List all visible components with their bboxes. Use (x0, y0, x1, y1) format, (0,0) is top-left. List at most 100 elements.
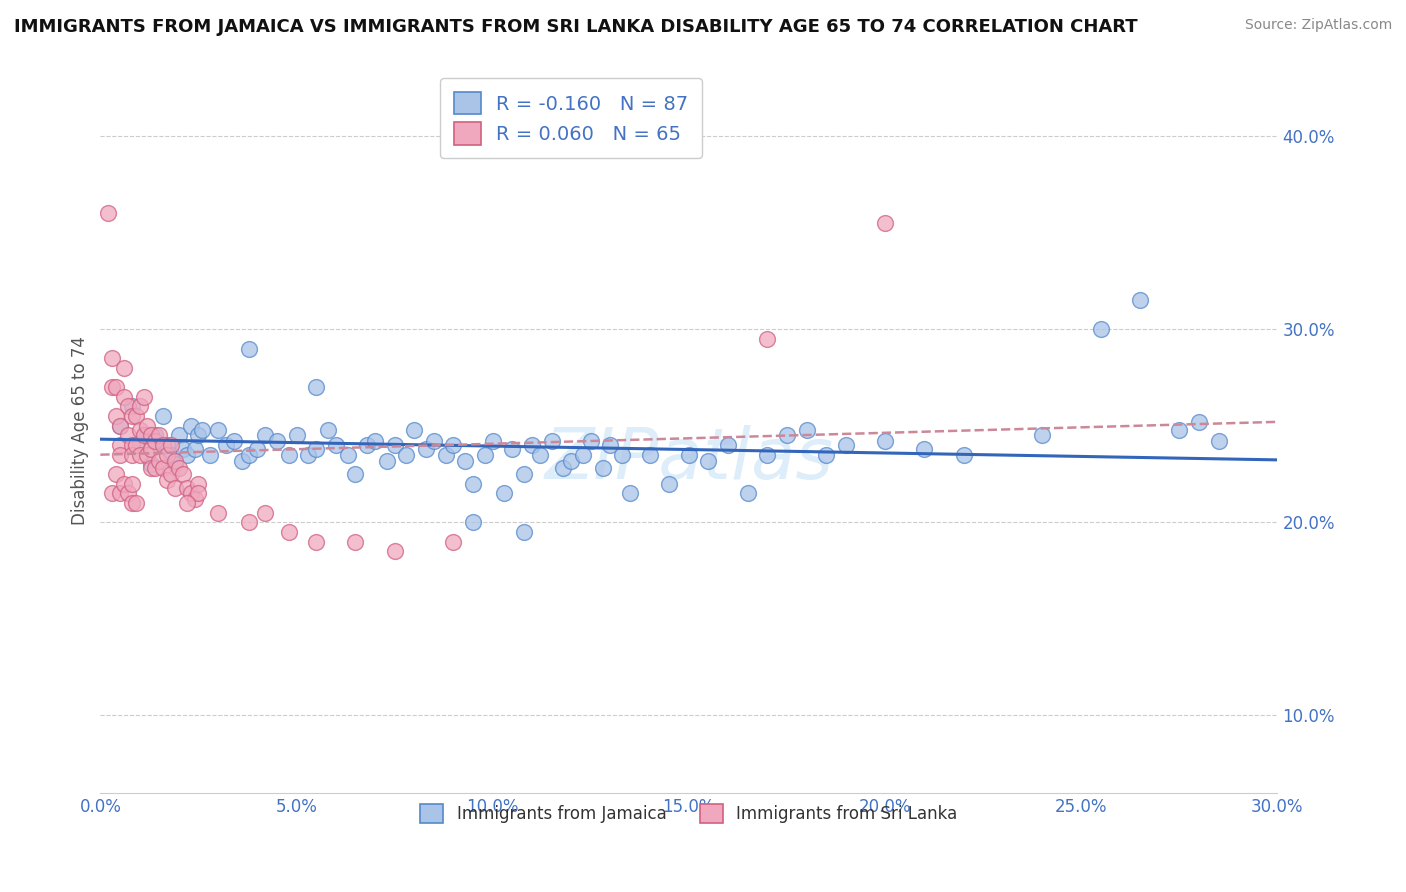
Point (238, 516, 260, 530)
Point (266, 434, 288, 449)
Point (494, 486, 516, 500)
Legend: Immigrants from Jamaica, Immigrants from Sri Lanka: Immigrants from Jamaica, Immigrants from… (408, 792, 969, 835)
Point (395, 448, 418, 462)
Point (305, 534, 328, 549)
Point (316, 423, 339, 437)
Point (560, 453, 582, 467)
Point (112, 360, 135, 375)
Point (231, 453, 253, 467)
Point (156, 473, 179, 487)
Point (246, 442, 269, 456)
Point (141, 458, 163, 472)
Point (108, 486, 131, 500)
Point (187, 428, 209, 442)
Text: ZIPatlas: ZIPatlas (544, 425, 834, 494)
Point (141, 461, 163, 475)
Point (128, 448, 150, 462)
Point (443, 438, 465, 452)
Point (254, 506, 277, 520)
Point (553, 461, 575, 475)
Point (101, 380, 124, 394)
Point (187, 486, 209, 500)
Point (187, 476, 209, 491)
Point (152, 461, 174, 475)
Point (156, 448, 179, 462)
Point (148, 438, 170, 452)
Y-axis label: Disability Age 65 to 74: Disability Age 65 to 74 (72, 336, 89, 525)
Point (112, 390, 135, 404)
Point (481, 434, 503, 449)
Point (364, 434, 387, 449)
Point (180, 486, 202, 500)
Point (277, 448, 299, 462)
Point (776, 428, 799, 442)
Point (105, 409, 128, 423)
Point (124, 409, 146, 423)
Point (183, 442, 205, 456)
Point (172, 467, 194, 481)
Point (678, 448, 700, 462)
Point (156, 438, 179, 452)
Point (756, 332, 779, 346)
Point (117, 486, 139, 500)
Point (121, 476, 143, 491)
Point (108, 448, 131, 462)
Point (815, 448, 838, 462)
Point (191, 423, 214, 437)
Point (105, 380, 128, 394)
Point (384, 438, 406, 452)
Point (121, 400, 143, 414)
Point (160, 448, 183, 462)
Point (756, 448, 779, 462)
Point (835, 438, 858, 452)
Point (658, 476, 681, 491)
Point (697, 453, 720, 467)
Point (183, 492, 205, 507)
Point (167, 428, 190, 442)
Point (356, 438, 378, 452)
Point (124, 438, 146, 452)
Point (176, 481, 198, 495)
Point (117, 428, 139, 442)
Point (1208, 434, 1230, 449)
Text: IMMIGRANTS FROM JAMAICA VS IMMIGRANTS FROM SRI LANKA DISABILITY AGE 65 TO 74 COR: IMMIGRANTS FROM JAMAICA VS IMMIGRANTS FR… (14, 18, 1137, 36)
Point (423, 434, 446, 449)
Point (121, 448, 143, 462)
Point (513, 467, 536, 481)
Point (97, 206, 120, 220)
Point (128, 438, 150, 452)
Point (121, 438, 143, 452)
Point (572, 448, 595, 462)
Point (222, 434, 245, 449)
Point (540, 434, 562, 449)
Point (143, 428, 166, 442)
Point (121, 409, 143, 423)
Point (737, 486, 759, 500)
Point (152, 409, 174, 423)
Point (143, 461, 166, 475)
Point (132, 428, 155, 442)
Point (176, 496, 198, 510)
Point (461, 516, 484, 530)
Point (612, 448, 634, 462)
Point (128, 400, 150, 414)
Point (873, 434, 896, 449)
Point (461, 476, 484, 491)
Point (513, 524, 536, 539)
Point (912, 442, 935, 456)
Point (375, 453, 398, 467)
Point (200, 448, 222, 462)
Point (1090, 322, 1112, 336)
Point (141, 428, 163, 442)
Point (873, 216, 896, 230)
Point (128, 423, 150, 437)
Point (124, 496, 146, 510)
Point (1129, 293, 1152, 308)
Point (136, 418, 159, 433)
Point (344, 534, 367, 549)
Point (121, 496, 143, 510)
Point (599, 438, 621, 452)
Point (163, 481, 186, 495)
Point (136, 448, 159, 462)
Point (638, 448, 661, 462)
